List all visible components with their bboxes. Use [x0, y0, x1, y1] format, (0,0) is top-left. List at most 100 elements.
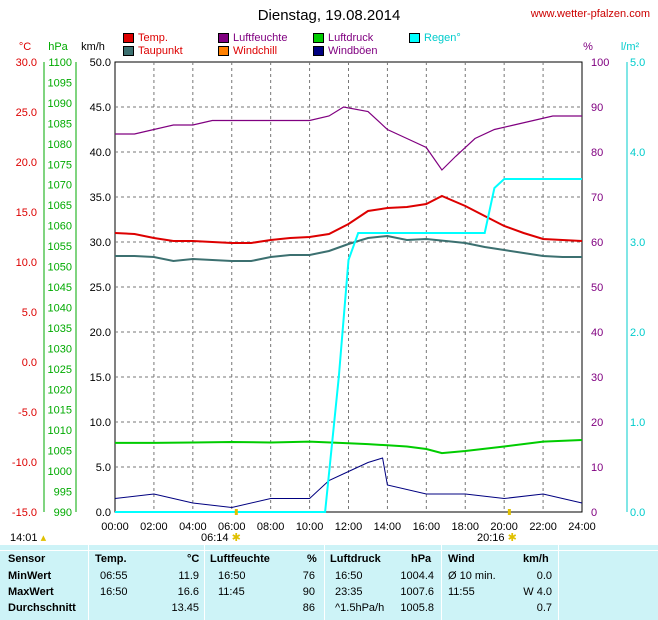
header-wind: Wind — [448, 553, 475, 565]
header-temp-unit: °C — [187, 553, 200, 565]
site-link[interactable]: www.wetter-pfalzen.com — [530, 8, 650, 20]
temp-tick-label: 25.0 — [16, 107, 37, 119]
wind-tick-label: 5.0 — [96, 462, 111, 474]
pressure-tick-label: 990 — [54, 507, 72, 519]
humidity-tick-label: 50 — [591, 282, 603, 294]
pressure-tick-label: 1100 — [48, 57, 72, 69]
pressure-tick-label: 1020 — [48, 384, 72, 396]
legend-swatch — [313, 33, 324, 43]
sunset-icon: ✱ — [507, 532, 517, 544]
temp-tick-label: -5.0 — [18, 407, 37, 419]
header-hum-unit: % — [307, 553, 317, 565]
header-sensor: Sensor — [8, 553, 46, 565]
pressure-tick-label: 1050 — [48, 262, 72, 274]
weather-chart: °C hPa km/h% l/m² 30.0 25.0 20.0 15.0 10.0 5.0 0.0… — [12, 41, 645, 533]
table-cell-hum-val: 76 — [302, 570, 315, 582]
legend-label: Windböen — [328, 45, 378, 57]
x-tick-label: 10:00 — [296, 521, 324, 533]
pressure-tick-label: 1070 — [48, 180, 72, 192]
pressure-axis-title: hPa — [48, 41, 68, 53]
x-tick-label: 08:00 — [257, 521, 285, 533]
table-cell-hum-time: 16:50 — [218, 570, 246, 582]
humidity-axis-title: % — [583, 41, 593, 53]
legend-item: Luftfeuchte — [218, 32, 287, 44]
legend-label: Temp. — [138, 32, 168, 44]
humidity-tick-label: 20 — [591, 417, 603, 429]
table-cell-press-val: 1005.8 — [400, 602, 434, 614]
table-cell-label: MinWert — [8, 570, 52, 582]
wind-tick-label: 35.0 — [90, 192, 111, 204]
pressure-tick-label: 1085 — [48, 118, 72, 130]
table-cell-temp-time: 16:50 — [100, 586, 128, 598]
pressure-tick-label: 1035 — [48, 323, 72, 335]
sunset-marker: 20:16 ✱ — [477, 531, 517, 544]
legend-item: Windböen — [313, 45, 378, 57]
x-tick-label: 12:00 — [335, 521, 363, 533]
table-cell-press-time: ^1.5hPa/h — [335, 602, 385, 614]
wind-tick-label: 10.0 — [90, 417, 111, 429]
pressure-tick-label: 1010 — [48, 425, 72, 437]
x-tick-label: 04:00 — [179, 521, 207, 533]
temp-tick-label: 20.0 — [16, 157, 37, 169]
pressure-tick-label: 1045 — [48, 282, 72, 294]
wind-tick-label: 45.0 — [90, 102, 111, 114]
moonset-time: 14:01 — [10, 532, 38, 544]
table-cell-temp-val: 13.45 — [171, 602, 199, 614]
table-cell-label: Durchschnitt — [8, 602, 76, 614]
pressure-tick-label: 1095 — [48, 77, 72, 89]
rain-tick-label: 0.0 — [630, 507, 645, 519]
x-tick-label: 02:00 — [140, 521, 168, 533]
pressure-tick-label: 1025 — [48, 364, 72, 376]
x-tick-label: 24:00 — [568, 521, 596, 533]
wind-tick-label: 50.0 — [90, 57, 111, 69]
table-cell-hum-val: 90 — [302, 586, 315, 598]
legend-swatch — [123, 46, 134, 56]
legend-item: Luftdruck — [313, 32, 373, 44]
chart-title: Dienstag, 19.08.2014 — [257, 7, 401, 24]
sunrise-marker: 06:14 ✱ — [201, 531, 241, 544]
series-line-luftfeuchte — [115, 106, 582, 171]
table-cell-wind-val: 0.7 — [536, 602, 552, 614]
moon-icon: ▴ — [40, 532, 47, 544]
sunset-time: 20:16 — [477, 532, 505, 544]
table-cell-press-val: 1004.4 — [400, 570, 434, 582]
table-cell-hum-time: 11:45 — [218, 586, 245, 598]
series-line-regen — [115, 178, 582, 513]
humidity-tick-label: 70 — [591, 192, 603, 204]
moon-marker: 14:01 ▴ — [10, 531, 46, 544]
table-cell-press-time: 16:50 — [335, 570, 363, 582]
table-cell-wind-time: Ø 10 min. — [448, 570, 496, 582]
header-press-unit: hPa — [411, 553, 432, 565]
pressure-tick-label: 1055 — [48, 241, 72, 253]
humidity-tick-label: 60 — [591, 237, 603, 249]
humidity-tick-label: 10 — [591, 462, 603, 474]
temp-tick-label: 0.0 — [22, 357, 37, 369]
wind-tick-label: 0.0 — [96, 507, 111, 519]
series-line-taupunkt — [115, 234, 582, 263]
legend-label: Regen° — [424, 32, 461, 44]
legend-swatch — [218, 46, 229, 56]
table-cell-wind-val: W 4.0 — [523, 586, 552, 598]
x-tick-label: 06:00 — [218, 521, 246, 533]
temp-tick-label: -10.0 — [12, 457, 37, 469]
legend-label: Windchill — [233, 45, 278, 57]
pressure-tick-label: 1005 — [48, 446, 72, 458]
table-cell-temp-val: 16.6 — [177, 586, 199, 598]
table-cell-wind-time: 11:55 — [448, 586, 475, 598]
x-tick-label: 20:00 — [490, 521, 518, 533]
table-cell-press-val: 1007.6 — [400, 586, 434, 598]
rain-tick-label: 3.0 — [630, 237, 645, 249]
temp-tick-label: -15.0 — [12, 507, 37, 519]
temp-tick-label: 15.0 — [16, 207, 37, 219]
table-cell-label: MaxWert — [8, 586, 54, 598]
legend-swatch — [218, 33, 229, 43]
x-tick-label: 22:00 — [529, 521, 557, 533]
x-tick-label: 14:00 — [374, 521, 402, 533]
temp-tick-label: 30.0 — [16, 57, 37, 69]
humidity-tick-label: 100 — [591, 57, 609, 69]
humidity-tick-label: 40 — [591, 327, 603, 339]
table-cell-temp-time: 06:55 — [100, 570, 128, 582]
pressure-tick-label: 1040 — [48, 302, 72, 314]
humidity-tick-label: 90 — [591, 102, 603, 114]
rain-tick-label: 2.0 — [630, 327, 645, 339]
